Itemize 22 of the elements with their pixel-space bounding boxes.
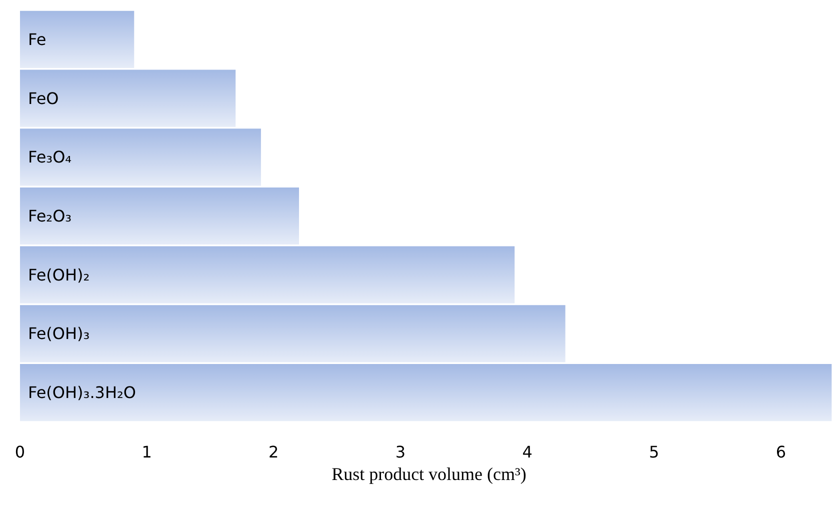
x-tick-label: 3 (395, 442, 406, 462)
y-tick-label: FeO (28, 88, 59, 108)
bar (20, 246, 515, 304)
x-tick-label: 1 (142, 442, 152, 462)
bar (20, 187, 300, 245)
y-tick-label: Fe(OH)₃.3H₂O (28, 383, 136, 402)
x-tick-label: 6 (776, 442, 786, 462)
y-tick-label: Fe (28, 30, 46, 49)
x-tick-label: 4 (522, 442, 532, 462)
x-tick-label: 0 (14, 442, 26, 462)
y-tick-label: Fe₃O₄ (28, 148, 72, 167)
y-tick-label: Fe(OH)₃ (28, 324, 90, 344)
y-tick-label: Fe(OH)₂ (28, 265, 90, 284)
bar (20, 128, 261, 186)
y-tick-label: Fe₂O₃ (28, 206, 72, 226)
bar (20, 364, 832, 422)
bar (20, 305, 566, 362)
bar (20, 10, 134, 68)
x-tick-label: 2 (268, 442, 279, 462)
bar (20, 70, 236, 127)
x-axis-title: Rust product volume (cm³) (332, 464, 526, 484)
x-tick-label: 5 (649, 442, 660, 462)
